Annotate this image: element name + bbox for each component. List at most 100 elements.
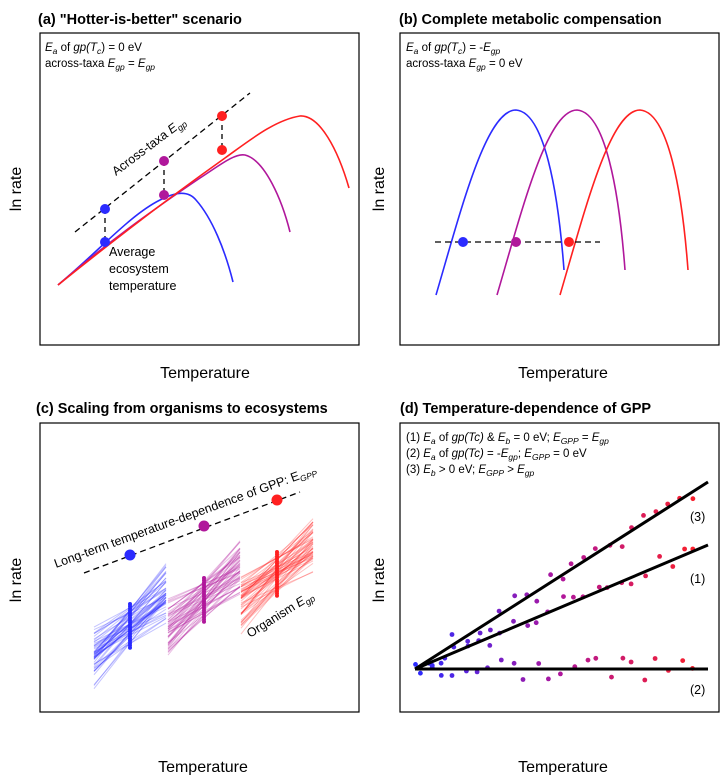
- panel-b-point-blue: [458, 237, 468, 247]
- panel-a-avg-label-3: temperature: [109, 279, 176, 293]
- panel-d-scatter-point: [620, 655, 626, 661]
- panel-d: (d) Temperature-dependence of GPP (1) Ea…: [371, 401, 720, 775]
- panel-d-scatter-point: [571, 594, 576, 600]
- panel-c-point-blue: [124, 549, 136, 561]
- panel-d-scatter-point: [619, 544, 625, 549]
- panel-d-scatter-point: [628, 581, 634, 587]
- panel-d-scatter-point: [449, 673, 455, 678]
- panel-d-scatter-point: [690, 496, 696, 502]
- panel-c-point-purple: [198, 520, 210, 532]
- panel-b-curve-blue: [435, 109, 565, 296]
- panel-d-scatter-point: [682, 546, 687, 552]
- panel-a-xlabel: Temperature: [160, 365, 250, 382]
- panel-d-legend-3: (3) Eb > 0 eV; EGPP > Egp: [406, 464, 535, 478]
- panel-d-scatter-point: [585, 657, 591, 663]
- panel-a-point-blue-upper: [100, 204, 110, 214]
- panel-c-frame: [39, 422, 360, 713]
- panel-d-scatter-point: [496, 608, 502, 614]
- panel-d-scatter-point: [533, 620, 539, 626]
- panel-d-scatter-point: [643, 573, 648, 579]
- panel-c-long-term-label: Long-term temperature-dependence of GPP:…: [52, 463, 319, 573]
- panel-d-scatter-point: [546, 676, 551, 682]
- panel-b: (b) Complete metabolic compensation Ea o…: [371, 12, 720, 382]
- panel-d-scatter-point: [561, 594, 566, 599]
- panel-a: (a) "Hotter-is-better" scenario Ea of gp…: [8, 12, 360, 382]
- panel-d-scatter-point: [670, 564, 676, 569]
- panel-d-scatter-point: [465, 638, 471, 644]
- panel-d-xlabel: Temperature: [518, 759, 608, 775]
- panel-d-scatter-point: [592, 546, 598, 551]
- panel-b-curve-red: [559, 109, 689, 296]
- panel-b-annotation-1: Ea of gp(Tc) = -Egp: [406, 42, 500, 56]
- panel-d-scatter-point: [488, 627, 493, 633]
- panel-d-legend-1: (1) Ea of gp(Tc) & Eb = 0 eV; EGPP = Egp: [406, 432, 609, 446]
- panel-b-xlabel: Temperature: [518, 365, 608, 382]
- panel-d-scatter-point: [548, 572, 553, 578]
- panel-d-scatter-point: [520, 677, 526, 682]
- panel-d-ylabel: ln rate: [371, 558, 388, 603]
- panel-a-avg-label-2: ecosystem: [109, 262, 169, 276]
- panel-d-scatter-point: [498, 657, 504, 663]
- panel-c-organism-dot: [128, 645, 132, 650]
- panel-a-point-red-upper: [217, 111, 227, 121]
- panel-d-label-1: (1): [690, 572, 705, 586]
- panel-d-scatter-point: [438, 673, 444, 678]
- panel-d-scatter-point: [609, 674, 614, 680]
- panel-a-avg-label-1: Average: [109, 245, 155, 259]
- panel-d-title: (d) Temperature-dependence of GPP: [400, 401, 651, 417]
- panel-d-scatter-point: [438, 660, 444, 666]
- panel-d-scatter-point: [534, 598, 540, 604]
- panel-d-line-1: [414, 543, 709, 671]
- panel-a-annotation-2: across-taxa Egp = Egp: [45, 58, 155, 72]
- panel-a-curve-red: [57, 115, 350, 286]
- panel-b-point-red: [564, 237, 574, 247]
- panel-b-frame: [399, 32, 720, 346]
- panel-d-scatter-point: [596, 584, 602, 590]
- panel-c-organism-dot: [202, 619, 206, 624]
- panel-d-scatter-point: [477, 630, 483, 636]
- panel-d-scatter-point: [628, 659, 634, 665]
- panel-d-frame: [399, 422, 720, 713]
- panel-d-scatter-point: [581, 555, 587, 560]
- panel-b-point-purple: [511, 237, 521, 247]
- panel-d-scatter-point: [413, 662, 418, 667]
- panel-d-legend-2: (2) Ea of gp(Tc) = -Egp; EGPP = 0 eV: [406, 448, 587, 462]
- panel-b-ylabel: ln rate: [371, 167, 388, 212]
- panel-b-title: (b) Complete metabolic compensation: [399, 12, 662, 28]
- panel-c: (c) Scaling from organisms to ecosystems…: [8, 401, 360, 775]
- panel-d-scatter-point: [642, 677, 648, 683]
- panel-d-scatter-point: [558, 671, 563, 677]
- panel-a-point-purple-upper: [159, 156, 169, 166]
- panel-d-scatter-point: [449, 632, 455, 637]
- panel-d-scatter-point: [593, 655, 599, 661]
- panel-a-point-red-lower: [217, 145, 227, 155]
- panel-d-scatter-point: [536, 661, 542, 666]
- panel-d-scatter-point: [512, 593, 518, 599]
- panel-d-scatter-point: [487, 643, 493, 648]
- panel-a-point-purple-lower: [159, 190, 169, 200]
- panel-d-scatter-point: [652, 656, 658, 661]
- panel-d-scatter-point: [418, 670, 423, 676]
- panel-a-ylabel: ln rate: [8, 167, 25, 212]
- panel-d-scatter-point: [680, 658, 686, 663]
- panel-d-scatter-point: [525, 623, 531, 628]
- panel-a-point-blue-lower: [100, 237, 110, 247]
- panel-c-organism-dots: [128, 550, 279, 650]
- panel-d-line-3: [414, 480, 709, 671]
- panel-d-scatter-point: [568, 561, 574, 567]
- panel-b-curve-purple: [496, 109, 626, 296]
- panel-d-scatter-point: [511, 660, 517, 666]
- panel-c-ecosystem-line: [83, 491, 301, 574]
- panel-a-title: (a) "Hotter-is-better" scenario: [38, 12, 242, 28]
- panel-b-annotation-2: across-taxa Egp = 0 eV: [406, 58, 523, 72]
- panel-a-annotation-1: Ea of gp(Tc) = 0 eV: [45, 42, 142, 56]
- panel-c-organism-dot: [275, 593, 279, 598]
- panel-d-scatter-point: [657, 554, 662, 559]
- panel-c-title: (c) Scaling from organisms to ecosystems: [36, 401, 328, 417]
- panel-d-label-2: (2): [690, 683, 705, 697]
- panel-d-scatter-point: [474, 669, 480, 675]
- panel-a-across-taxa-label: Across-taxa Egp: [109, 114, 189, 180]
- panel-c-ylabel: ln rate: [8, 558, 25, 603]
- panel-d-scatter-point: [511, 618, 516, 624]
